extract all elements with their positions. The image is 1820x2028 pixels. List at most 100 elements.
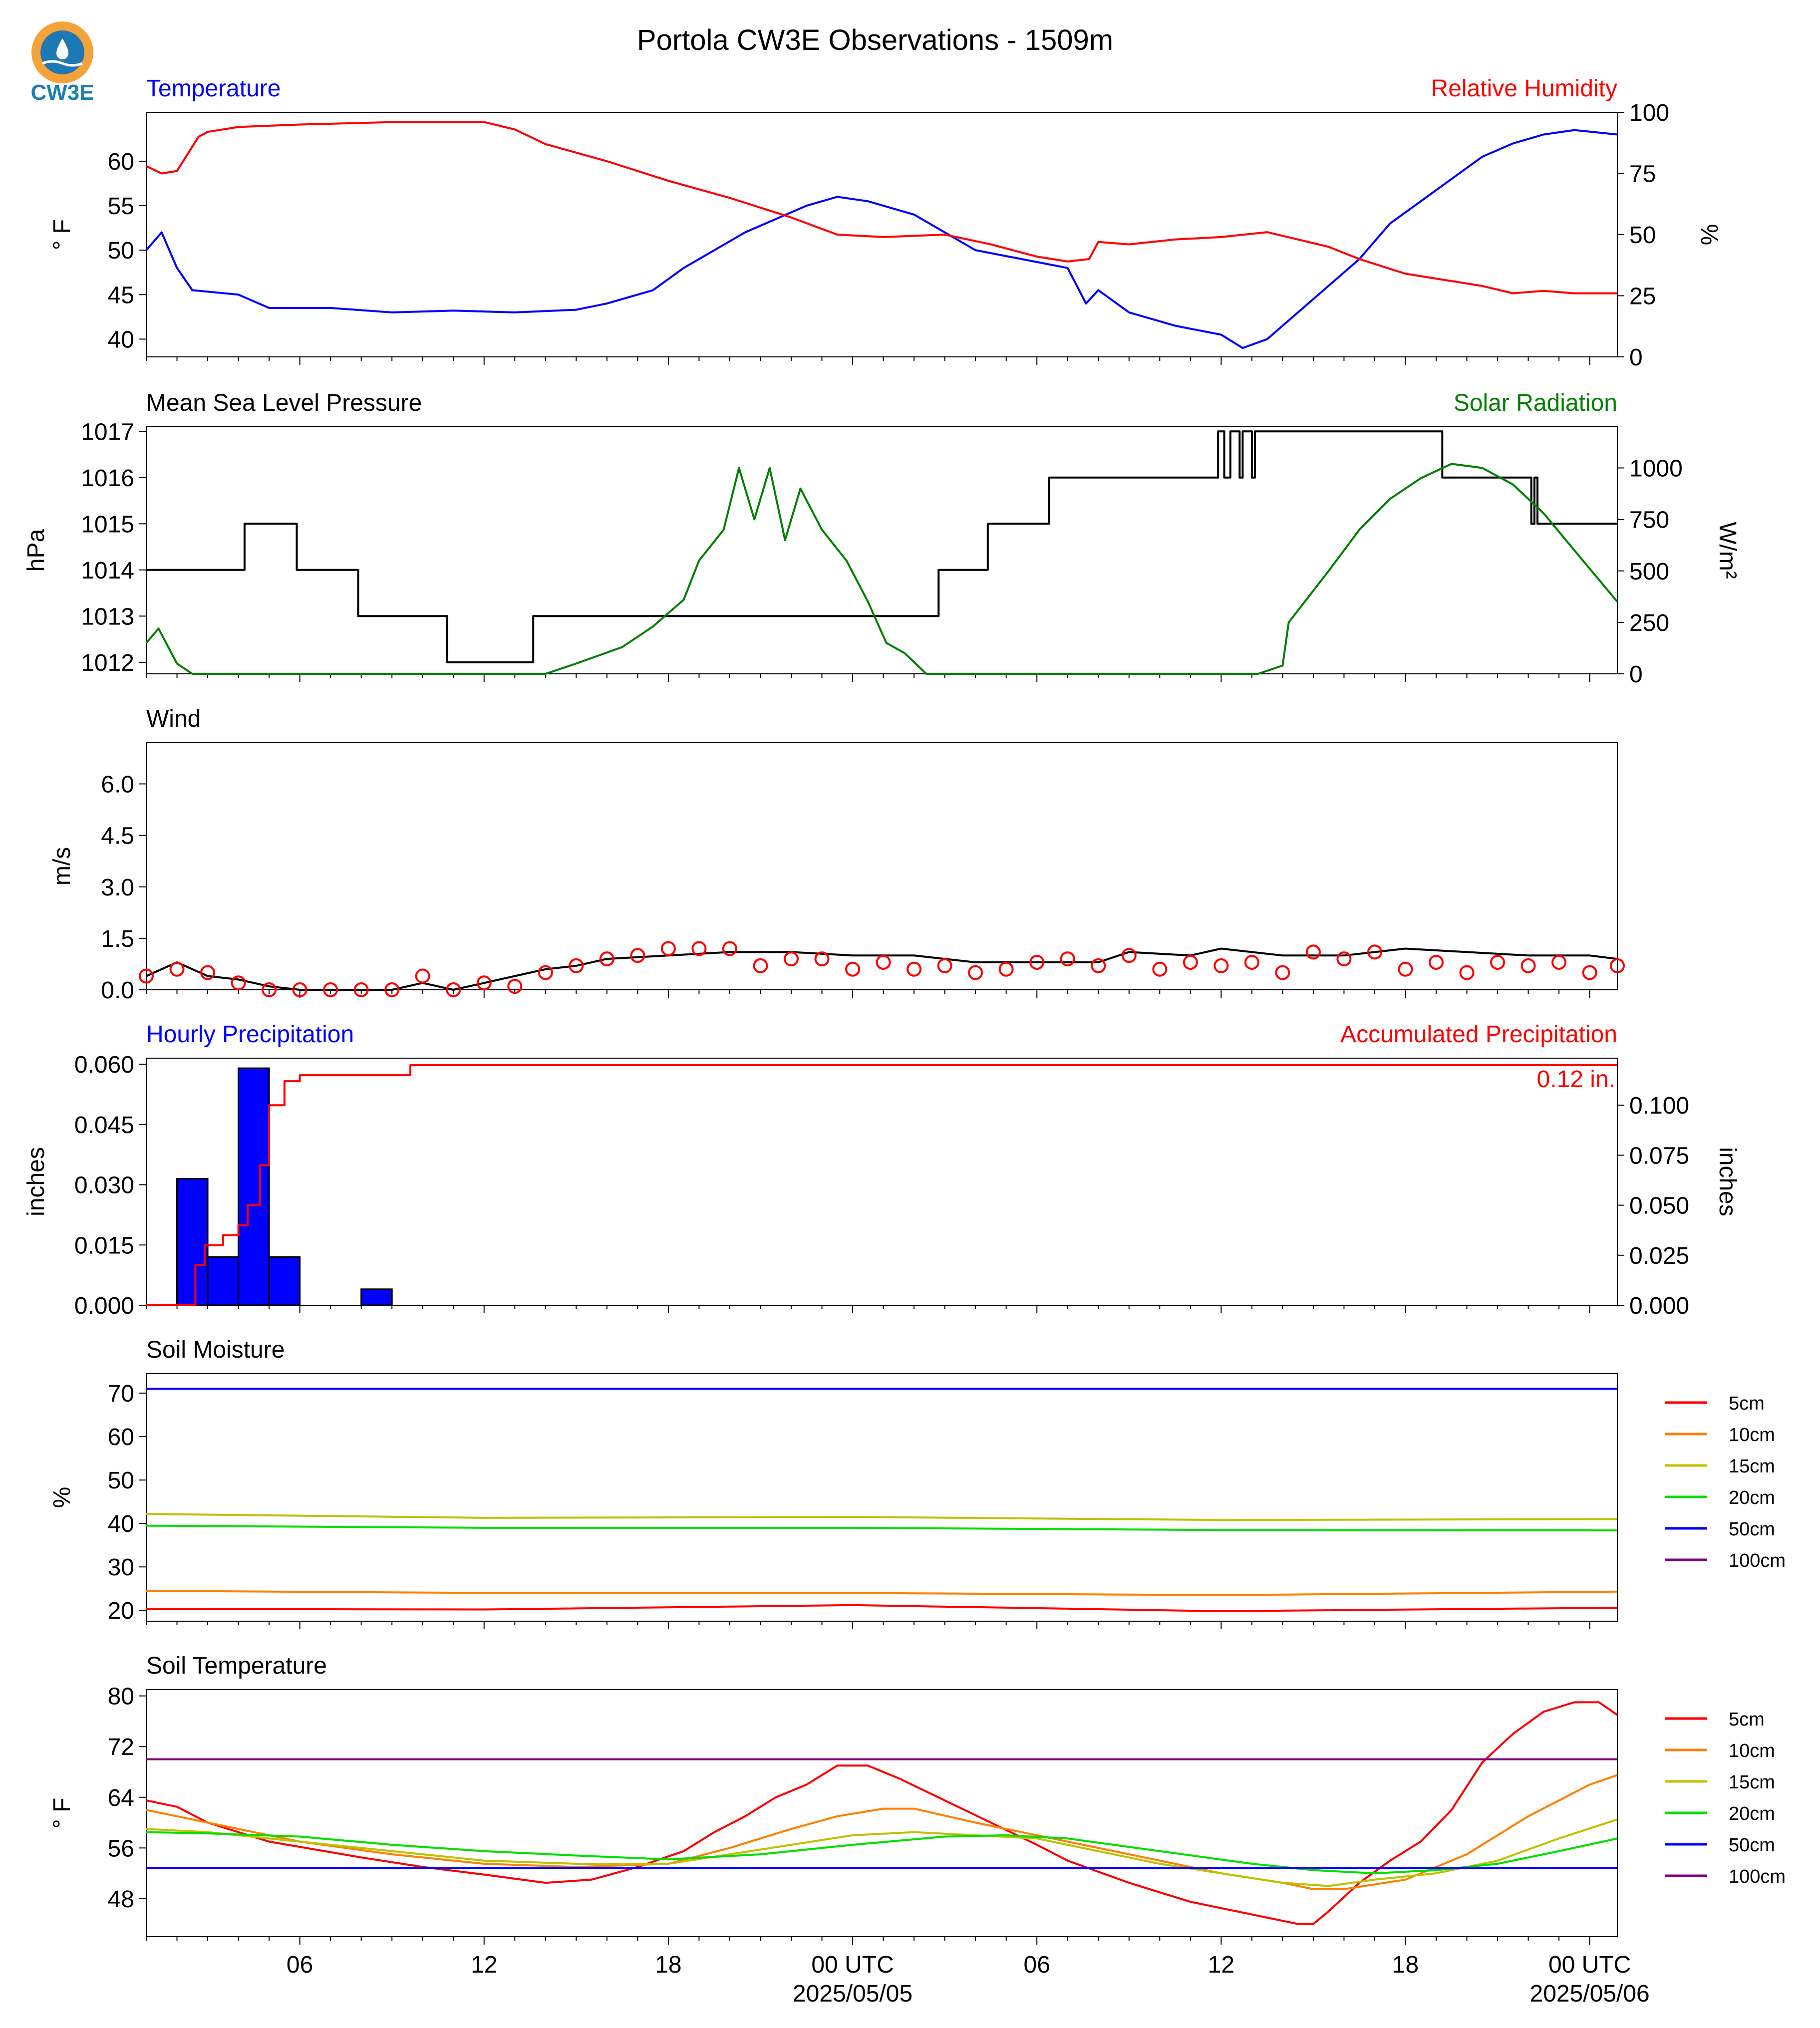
soil_moisture-left-tick-label: 60 — [108, 1424, 134, 1450]
wind-hourly-marker — [937, 958, 952, 973]
legend-label-5cm: 5cm — [1729, 1709, 1765, 1730]
cw3e-logo: CW3E — [27, 17, 97, 105]
precip-left-tick-label: 0.060 — [74, 1052, 134, 1078]
series-line-wind — [146, 947, 1618, 991]
soil_moisture-panel: Soil Moisture 20 30 40 50 60 70% 5cm 10cm 15cm 20c… — [49, 1337, 1786, 1629]
temperature-left-tick-label: 40 — [108, 326, 134, 353]
precip-left-tick-label: 0.030 — [74, 1172, 134, 1199]
wind-hourly-marker — [1490, 955, 1506, 970]
wind-hourly-marker — [1367, 944, 1382, 960]
pressure-left-tick-label: 1017 — [81, 419, 134, 445]
precip-left-tick-label: 0.045 — [74, 1112, 134, 1139]
pressure-panel: Mean Sea Level Pressure Solar Radiation 10… — [23, 390, 1741, 688]
wind-hourly-marker — [231, 975, 246, 991]
precip-right-axis-label: inches — [1714, 1147, 1741, 1216]
wind-hourly-marker — [1213, 958, 1229, 973]
soil_moisture-left-tick-label: 20 — [108, 1598, 134, 1624]
wind-hourly-marker — [1152, 961, 1168, 977]
panels-group: Temperature Relative Humidity 40 45 50 55 60 ° … — [23, 75, 1786, 2007]
legend-label-20cm: 20cm — [1729, 1803, 1775, 1824]
soil_moisture-left-tick-label: 30 — [108, 1554, 134, 1581]
soil_temp-frame — [146, 1689, 1618, 1937]
series-line-mean-sea-level-pressure — [146, 430, 1617, 663]
wind-left-tick-label: 3.0 — [101, 874, 134, 901]
time-tick-label: 06 — [1024, 1952, 1050, 1978]
wind-hourly-marker — [415, 968, 430, 984]
temperature-left-tick-label: 60 — [108, 149, 134, 175]
legend-label-100cm: 100cm — [1729, 1550, 1786, 1571]
wind-hourly-marker — [1336, 951, 1352, 967]
time-tick-label: 06 — [287, 1952, 313, 1978]
wind-left-tick-label: 6.0 — [101, 772, 134, 798]
temperature-left-tick-label: 50 — [108, 238, 134, 264]
wind-left-tick-label: 1.5 — [101, 926, 134, 952]
soil_moisture-left-tick-label: 50 — [108, 1467, 134, 1494]
precip-left-title: Hourly Precipitation — [146, 1021, 354, 1048]
wind-hourly-marker — [1060, 951, 1075, 967]
legend-label-10cm: 10cm — [1729, 1740, 1775, 1761]
time-tick-label: 18 — [1392, 1952, 1419, 1978]
soil_moisture-left-title: Soil Moisture — [146, 1337, 285, 1363]
pressure-right-tick-label: 0 — [1629, 661, 1643, 688]
temperature-right-tick-label: 50 — [1629, 222, 1656, 249]
pressure-left-tick-label: 1016 — [81, 465, 134, 492]
wind-hourly-marker — [1305, 944, 1321, 960]
precip-left-tick-label: 0.015 — [74, 1232, 134, 1259]
date-label: 2025/05/06 — [1530, 1981, 1650, 2007]
pressure-left-tick-label: 1013 — [81, 603, 134, 630]
soil_moisture-left-tick-label: 70 — [108, 1381, 134, 1407]
pressure-frame — [146, 426, 1618, 674]
wind-hourly-marker — [876, 955, 891, 970]
series-line-5cm — [146, 1604, 1618, 1612]
wind-hourly-marker — [1244, 955, 1259, 970]
soil_temp-left-axis-label: ° F — [49, 1798, 75, 1829]
pressure-right-title: Solar Radiation — [1454, 390, 1617, 416]
temperature-right-tick-label: 0 — [1629, 344, 1643, 371]
precip-left-axis-label: inches — [23, 1147, 49, 1216]
wind-hourly-marker — [323, 982, 338, 997]
pressure-left-axis-label: hPa — [23, 529, 49, 572]
soil_moisture-left-axis-label: % — [49, 1487, 75, 1508]
wind-hourly-marker — [660, 941, 676, 956]
wind-hourly-marker — [1398, 961, 1413, 977]
precip-right-tick-label: 0.050 — [1629, 1193, 1689, 1219]
wind-hourly-marker — [691, 941, 707, 956]
soil_temp-left-tick-label: 48 — [108, 1886, 134, 1913]
wind-hourly-marker — [1520, 958, 1536, 973]
pressure-right-axis-label: W/m² — [1714, 522, 1741, 579]
legend-label-50cm: 50cm — [1729, 1835, 1775, 1856]
wind-hourly-marker — [538, 965, 553, 980]
logo-text: CW3E — [30, 80, 94, 105]
legend-label-20cm: 20cm — [1729, 1487, 1775, 1508]
wind-hourly-marker — [292, 982, 307, 997]
wind-left-title: Wind — [146, 706, 201, 732]
temperature-left-tick-label: 55 — [108, 193, 134, 220]
wind-hourly-marker — [1551, 955, 1567, 970]
pressure-left-tick-label: 1012 — [81, 650, 134, 676]
legend-label-50cm: 50cm — [1729, 1519, 1775, 1540]
series-line-accumulated-precipitation — [146, 1064, 1617, 1306]
precip-bar — [360, 1288, 393, 1306]
series-line-solar-radiation — [145, 463, 1618, 675]
logo-drop-icon — [56, 38, 68, 59]
wind-hourly-marker — [722, 941, 737, 956]
wind-hourly-marker — [968, 965, 983, 980]
precip-right-tick-label: 0.075 — [1629, 1143, 1689, 1169]
soil_temp-left-tick-label: 80 — [108, 1684, 134, 1710]
pressure-right-tick-label: 1000 — [1629, 456, 1683, 482]
wind-hourly-marker — [1121, 948, 1137, 963]
soil_moisture-left-tick-label: 40 — [108, 1511, 134, 1537]
wind-left-axis-label: m/s — [49, 847, 75, 885]
wind-hourly-marker — [784, 951, 799, 967]
wind-hourly-marker — [139, 968, 154, 984]
wind-hourly-marker — [1459, 965, 1475, 980]
wind-hourly-marker — [200, 965, 216, 980]
soil_temp-left-title: Soil Temperature — [146, 1653, 327, 1679]
wind-hourly-marker — [446, 982, 461, 997]
precip-left-tick-label: 0.000 — [74, 1293, 134, 1319]
time-tick-label: 18 — [655, 1952, 681, 1978]
legend-label-100cm: 100cm — [1729, 1866, 1786, 1887]
wind-hourly-marker — [353, 982, 369, 997]
time-tick-label: 12 — [471, 1952, 497, 1978]
